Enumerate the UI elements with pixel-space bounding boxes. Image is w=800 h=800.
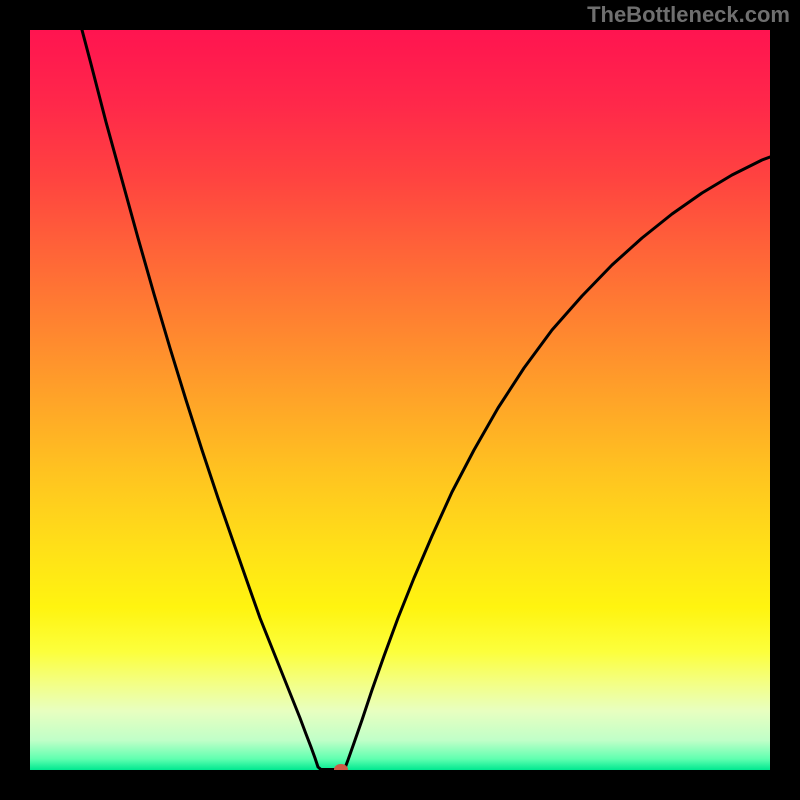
- outer-frame: TheBottleneck.com: [0, 0, 800, 800]
- bottleneck-curve: [30, 30, 770, 770]
- plot-area: [30, 30, 770, 770]
- watermark-text: TheBottleneck.com: [587, 2, 790, 28]
